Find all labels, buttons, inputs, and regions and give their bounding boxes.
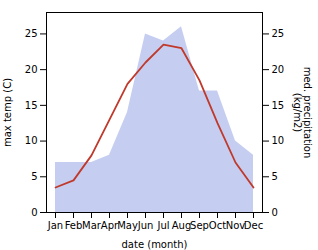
svg-text:25: 25 [272, 28, 285, 39]
svg-text:Nov: Nov [226, 220, 246, 231]
svg-text:date (month): date (month) [122, 239, 188, 250]
svg-text:Dec: Dec [244, 220, 263, 231]
svg-text:May: May [117, 220, 138, 231]
svg-text:Oct: Oct [209, 220, 226, 231]
svg-text:med. precipitation(kg/m2): med. precipitation(kg/m2) [292, 67, 313, 159]
svg-text:15: 15 [272, 100, 285, 111]
svg-text:0: 0 [31, 207, 37, 218]
svg-text:20: 20 [272, 64, 285, 75]
svg-text:5: 5 [31, 171, 37, 182]
svg-text:10: 10 [25, 135, 38, 146]
svg-text:0: 0 [272, 207, 278, 218]
svg-text:max temp (C): max temp (C) [2, 78, 13, 147]
svg-text:15: 15 [25, 100, 38, 111]
svg-text:Apr: Apr [100, 219, 119, 231]
svg-text:Sep: Sep [190, 220, 209, 231]
svg-text:Jun: Jun [137, 220, 154, 231]
svg-text:20: 20 [25, 64, 38, 75]
svg-text:Aug: Aug [172, 220, 192, 231]
svg-text:Mar: Mar [82, 220, 102, 231]
svg-text:25: 25 [25, 28, 38, 39]
svg-text:Jan: Jan [47, 220, 63, 231]
svg-text:Jul: Jul [156, 220, 169, 231]
svg-text:Feb: Feb [65, 220, 83, 231]
svg-text:5: 5 [272, 171, 278, 182]
svg-text:10: 10 [272, 135, 285, 146]
